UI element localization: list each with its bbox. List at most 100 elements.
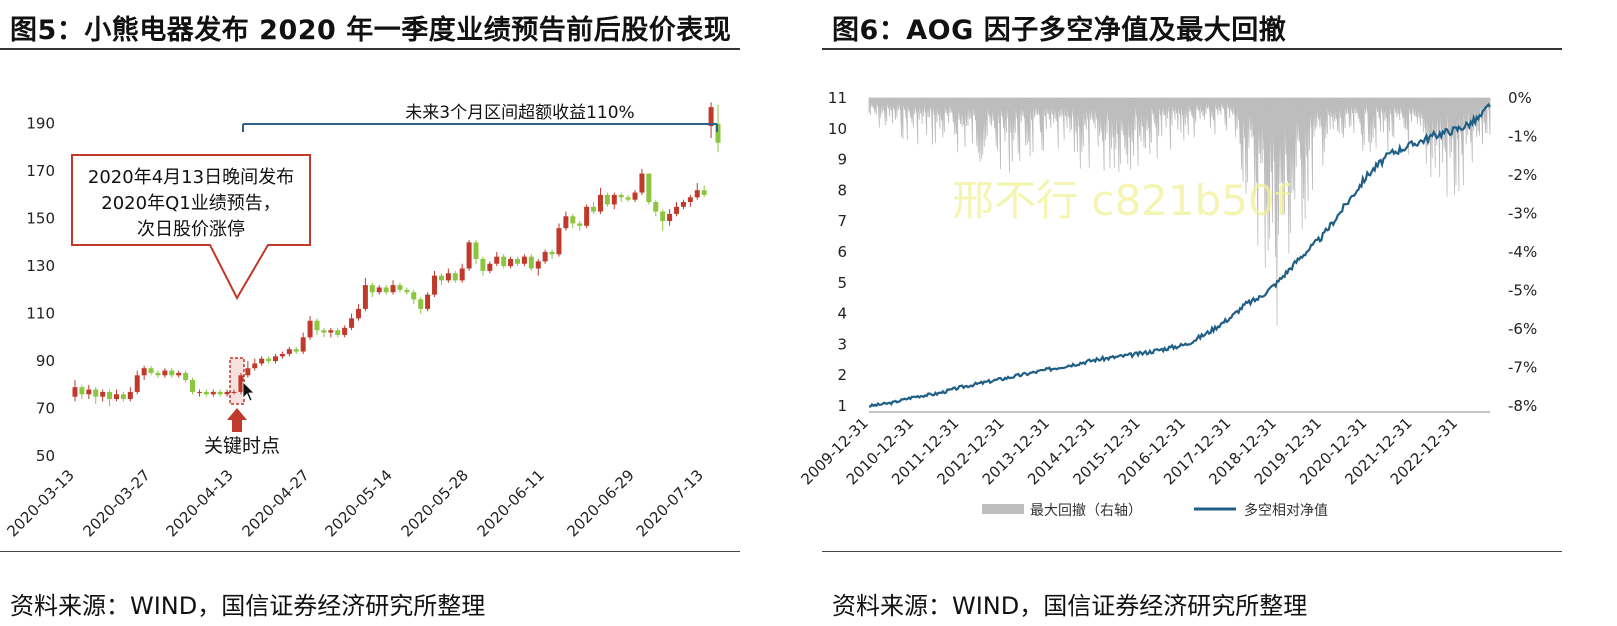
candle-body [134, 375, 140, 392]
candle-body [632, 192, 638, 200]
callout-box [71, 154, 311, 301]
y-right-tick-label: 0% [1508, 89, 1532, 107]
source-rule [0, 551, 740, 552]
legend-drawdown-swatch [982, 504, 1024, 514]
candle-body [563, 216, 569, 229]
candle-body [217, 391, 223, 395]
candle-body [494, 256, 500, 264]
bracket-label: 未来3个月区间超额收益110% [405, 103, 634, 123]
candle-body [660, 211, 666, 222]
candle-body [107, 391, 113, 400]
candle-body [570, 216, 576, 224]
y-left-tick-label: 3 [837, 335, 847, 353]
candle-body [577, 223, 583, 226]
candle-body [196, 391, 202, 393]
y-tick-label: 170 [26, 162, 55, 180]
candle-body [466, 242, 472, 269]
candle-body [100, 391, 106, 397]
y-right-tick-label: -8% [1508, 397, 1537, 415]
x-tick-label: 2020-03-13 [3, 466, 77, 540]
drawdown-area-path [868, 97, 1491, 326]
candle-body [93, 389, 99, 397]
candle-body [701, 190, 707, 195]
annotations: 未来3个月区间超额收益110% 2020年4月13日晚间发布 2020年Q1业绩… [71, 103, 718, 457]
figure-6-source: 资料来源：WIND，国信证券经济研究所整理 [832, 592, 1308, 620]
x-tick-label: 2020-05-14 [321, 466, 395, 540]
candle-body [508, 259, 514, 267]
figure-5-source: 资料来源：WIND，国信证券经济研究所整理 [10, 592, 486, 620]
candle-body [694, 190, 700, 198]
candle-body [597, 194, 603, 212]
candle-body [79, 387, 85, 395]
title-rule [0, 48, 740, 50]
candle-body [639, 173, 645, 193]
x-tick-label: 2020-07-13 [633, 466, 707, 540]
candle-body [176, 372, 182, 376]
candle-body [390, 285, 396, 293]
candle-body [514, 259, 520, 264]
candle-body [404, 289, 410, 293]
candle-body [501, 256, 507, 267]
candle-body [321, 330, 327, 333]
candle-body [120, 394, 126, 400]
legend-drawdown-label: 最大回撤（右轴） [1030, 503, 1142, 519]
candle-body [141, 368, 147, 376]
candle-body [618, 194, 624, 198]
drawdown-area [868, 97, 1491, 326]
legend-nav-label: 多空相对净值 [1244, 502, 1328, 519]
y-left-tick-label: 6 [837, 243, 847, 261]
source-rule [822, 551, 1562, 552]
y-left-tick-label: 4 [837, 305, 847, 323]
candle-body [680, 202, 686, 207]
key-arrow [227, 408, 247, 432]
watermark: 邢不行 c821b50f [952, 176, 1291, 225]
candle-body [328, 330, 334, 333]
key-highlight-box [229, 357, 245, 405]
y-tick-label: 190 [26, 115, 55, 133]
candle-body [445, 273, 451, 281]
y-tick-label: 110 [26, 305, 55, 323]
candle-body [487, 263, 493, 271]
candlestick-chart: 50 70 90 110 130 150 170 190 2020-03-13 2020-03-2… [3, 102, 721, 540]
y-left-tick-label: 11 [828, 89, 847, 107]
candle-body [127, 391, 133, 400]
y-left-tick-label: 5 [837, 274, 847, 292]
y-right-tick-label: -4% [1508, 243, 1537, 261]
x-tick-label: 2020-03-27 [80, 466, 154, 540]
y-left-tick-label: 2 [837, 366, 847, 384]
y-right-tick-label: -5% [1508, 282, 1537, 300]
candle-body [653, 202, 659, 212]
candle-body [245, 368, 251, 376]
candle-body [604, 194, 610, 205]
candle-body [86, 389, 92, 395]
candle-body [231, 391, 237, 393]
y-right-tick-label: -2% [1508, 166, 1537, 184]
candle-body [355, 308, 361, 319]
y-left-tick-label: 10 [828, 120, 847, 138]
y-right-tick-label: -6% [1508, 320, 1537, 338]
candle-body [286, 349, 292, 354]
candle-body [148, 368, 154, 373]
candle-body [224, 391, 230, 395]
callout-line-2: 2020年Q1业绩预告， [101, 193, 280, 214]
title-rule [822, 48, 1562, 50]
y-right-tick-label: -3% [1508, 205, 1537, 223]
legend: 最大回撤（右轴） 多空相对净值 [982, 502, 1328, 519]
candle-body [521, 256, 527, 264]
y-tick-label: 130 [26, 257, 55, 275]
candle-body [307, 320, 313, 338]
candle-body [113, 394, 119, 400]
candle-body [190, 380, 196, 392]
candle-body [438, 275, 444, 281]
candle-body [259, 358, 265, 364]
candles [72, 102, 721, 407]
y-tick-label: 50 [36, 447, 55, 465]
candle-body [238, 375, 244, 392]
candle-body [383, 287, 389, 293]
candle-body [397, 285, 403, 290]
candle-body [646, 173, 652, 203]
candle-body [584, 206, 590, 226]
callout-line-3: 次日股价涨停 [137, 219, 245, 240]
y-right-tick-label: -1% [1508, 128, 1537, 146]
candle-body [708, 107, 714, 127]
